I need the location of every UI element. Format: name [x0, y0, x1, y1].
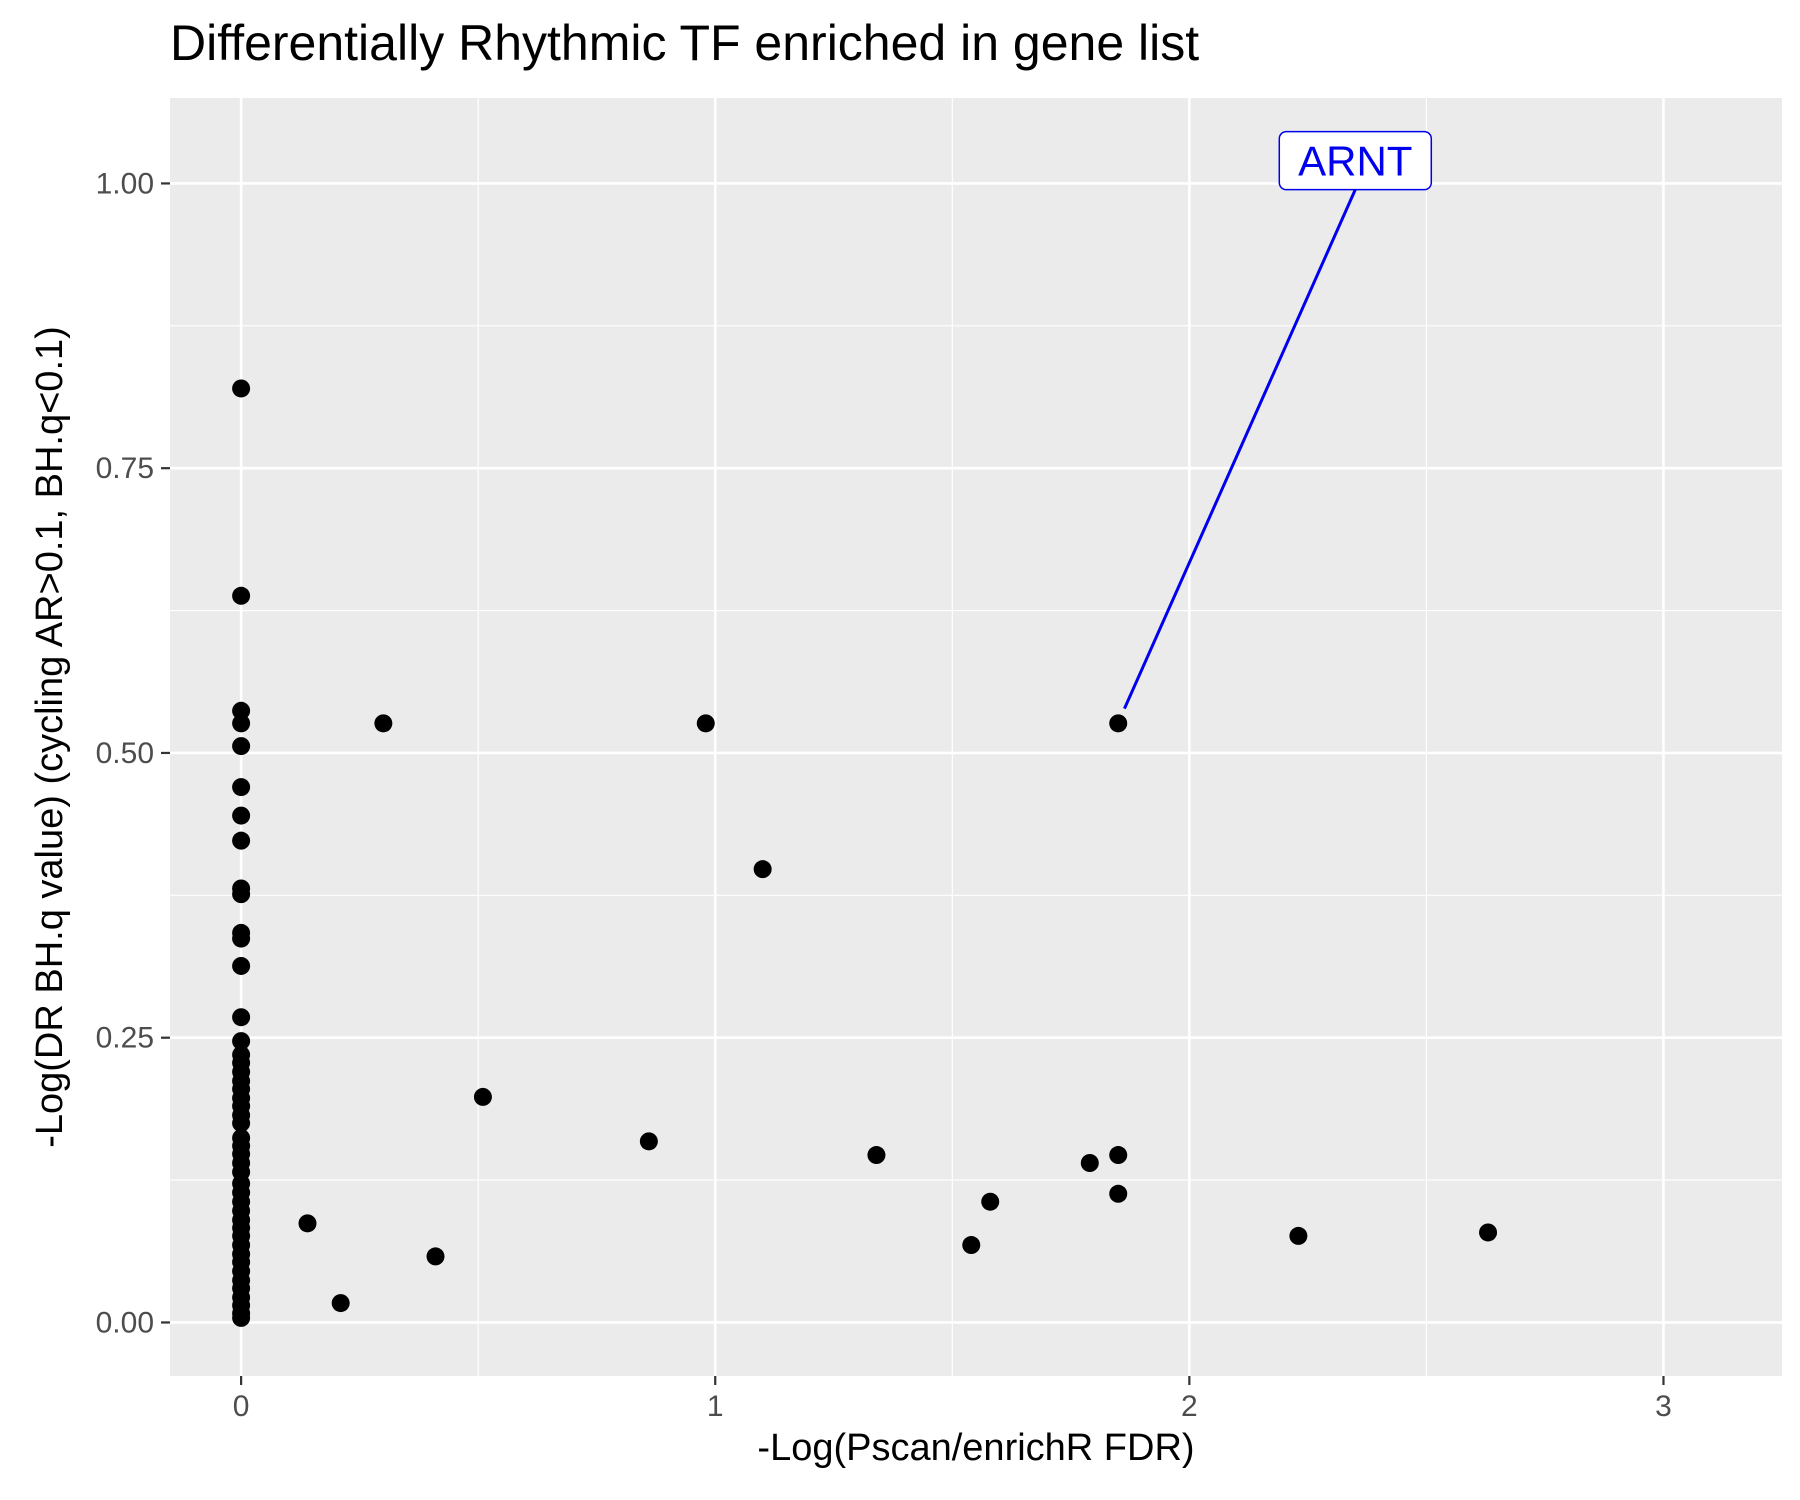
data-point: [232, 806, 251, 825]
data-point: [232, 1008, 251, 1027]
data-point: [426, 1247, 445, 1266]
annotation-label: ARNT: [1298, 138, 1412, 185]
data-point: [232, 929, 251, 948]
x-tick-labels: 0 1 2 3: [233, 1390, 1672, 1423]
data-point: [232, 778, 251, 797]
data-point: [1109, 1146, 1128, 1165]
y-tick-label: 0.25: [96, 1022, 154, 1055]
data-point: [232, 885, 251, 904]
x-tick-label: 2: [1181, 1390, 1198, 1423]
annotation-label-box: [1278, 130, 1433, 191]
y-tick-labels: 0.00 0.25 0.50 0.75 1.00: [96, 167, 154, 1339]
annotation-leader-line: [1123, 189, 1357, 710]
data-point: [1479, 1223, 1498, 1242]
data-point: [696, 714, 715, 733]
data-point: [753, 860, 772, 879]
data-point: [639, 1132, 658, 1151]
y-tick-label: 0.00: [96, 1306, 154, 1339]
x-tick-label: 1: [707, 1390, 724, 1423]
axis-ticks: [161, 182, 1665, 1385]
data-point: [232, 379, 251, 398]
y-tick-label: 0.75: [96, 452, 154, 485]
annotations: ARNT: [1123, 130, 1433, 710]
y-tick-label: 1.00: [96, 167, 154, 200]
data-point: [981, 1192, 1000, 1211]
data-point: [232, 586, 251, 605]
major-gridlines: [170, 98, 1782, 1376]
data-point: [1109, 714, 1128, 733]
data-point: [232, 831, 251, 850]
data-point: [473, 1087, 492, 1106]
data-point: [331, 1294, 350, 1313]
data-points: [232, 379, 1498, 1327]
data-point: [374, 714, 393, 733]
data-point: [232, 714, 251, 733]
data-point: [232, 1114, 251, 1133]
data-point: [1109, 1184, 1128, 1203]
data-point: [867, 1146, 886, 1165]
y-tick-label: 0.50: [96, 737, 154, 770]
data-point: [232, 701, 251, 720]
data-point: [1289, 1226, 1308, 1245]
data-point: [298, 1214, 317, 1233]
data-point: [232, 1308, 251, 1327]
x-tick-label: 0: [233, 1390, 250, 1423]
chart-title: Differentially Rhythmic TF enriched in g…: [170, 15, 1199, 71]
data-point: [232, 737, 251, 756]
data-point: [232, 1032, 251, 1051]
data-point: [232, 956, 251, 975]
minor-gridlines: [170, 98, 1782, 1376]
x-tick-label: 3: [1655, 1390, 1672, 1423]
y-axis-label: -Log(DR BH.q value) (cycling AR>0.1, BH.…: [29, 326, 71, 1148]
plot-panel: [170, 98, 1782, 1376]
data-point: [1080, 1154, 1099, 1172]
x-axis-label: -Log(Pscan/enrichR FDR): [757, 1427, 1194, 1469]
data-point: [962, 1236, 981, 1255]
